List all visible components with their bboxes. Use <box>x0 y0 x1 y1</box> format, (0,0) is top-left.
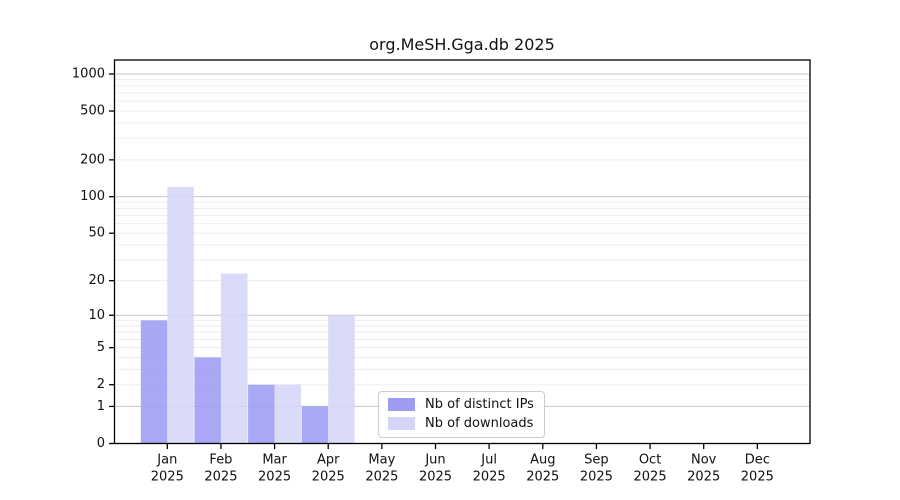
chart-title: org.MeSH.Gga.db 2025 <box>369 35 555 54</box>
bar-downloads <box>167 187 194 444</box>
x-tick-label: May 2025 <box>365 453 398 485</box>
x-tick-label: Dec 2025 <box>741 453 774 485</box>
y-tick-label: 100 <box>80 189 105 204</box>
y-tick-label: 500 <box>80 104 105 119</box>
legend-item-downloads: Nb of downloads <box>388 416 535 431</box>
x-tick-label: Oct 2025 <box>634 453 667 485</box>
y-tick-label: 200 <box>80 152 105 167</box>
legend-item-distinct-ips: Nb of distinct IPs <box>388 397 535 412</box>
y-tick-label: 10 <box>88 308 105 323</box>
y-tick-label: 20 <box>88 273 105 288</box>
y-tick-label: 0 <box>97 436 105 451</box>
bar-distinct-ips <box>194 357 221 444</box>
y-tick-label: 2 <box>97 377 105 392</box>
y-tick-label: 1000 <box>72 67 105 82</box>
legend-swatch-downloads <box>388 417 415 430</box>
x-tick-label: Jan 2025 <box>151 453 184 485</box>
bar-downloads <box>328 315 355 444</box>
x-tick-label: Jul 2025 <box>473 453 506 485</box>
legend-label: Nb of distinct IPs <box>425 397 534 412</box>
legend-swatch-distinct-ips <box>388 398 415 411</box>
plot-border <box>113 59 811 445</box>
x-tick-label: Apr 2025 <box>312 453 345 485</box>
y-tick-label: 1 <box>97 399 105 414</box>
x-tick-label: Mar 2025 <box>258 453 291 485</box>
bar-downloads <box>220 273 248 444</box>
y-tick-label: 5 <box>97 340 105 355</box>
x-tick-label: Nov 2025 <box>687 453 720 485</box>
bar-downloads <box>274 384 302 444</box>
bar-distinct-ips <box>248 384 275 444</box>
x-tick-label: Sep 2025 <box>580 453 613 485</box>
x-tick-label: Jun 2025 <box>419 453 452 485</box>
legend: Nb of distinct IPs Nb of downloads <box>378 391 545 438</box>
legend-label: Nb of downloads <box>425 416 534 431</box>
bar-distinct-ips <box>301 406 329 444</box>
x-tick-label: Feb 2025 <box>204 453 237 485</box>
bar-distinct-ips <box>140 320 168 444</box>
x-tick-label: Aug 2025 <box>526 453 559 485</box>
y-tick-label: 50 <box>88 226 105 241</box>
